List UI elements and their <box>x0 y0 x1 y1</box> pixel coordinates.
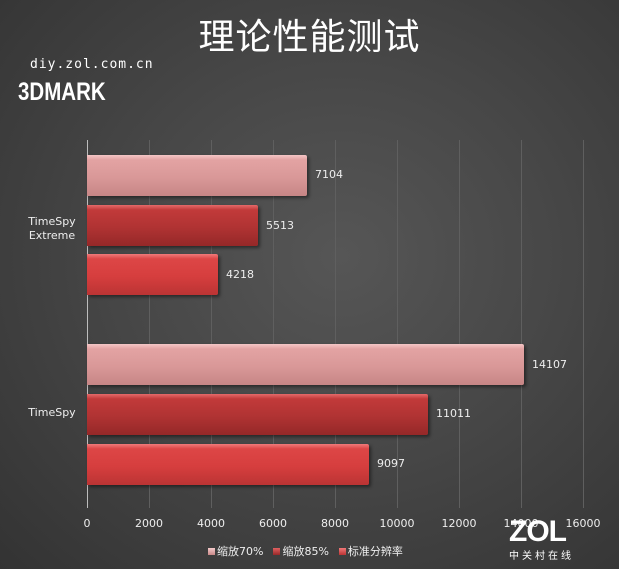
category-label-line: Extreme <box>28 229 76 242</box>
legend-label: 缩放85% <box>282 545 329 558</box>
x-tick: 4000 <box>197 517 225 530</box>
bar-timespy-std <box>87 444 369 485</box>
chart-title: 理论性能测试 <box>198 17 421 58</box>
gridline <box>335 140 336 508</box>
logo-text: ZOL <box>509 515 567 548</box>
x-tick: 0 <box>83 517 91 530</box>
bar-timespy-extreme-70 <box>87 155 307 196</box>
bar-timespy-70 <box>87 344 524 385</box>
legend-swatch-icon <box>338 547 346 555</box>
category-label-line: TimeSpy <box>28 406 76 419</box>
bar-timespy-extreme-std <box>87 254 218 295</box>
gridline <box>459 140 460 508</box>
legend-swatch-icon <box>208 547 215 555</box>
y-axis-line <box>87 140 88 508</box>
bar-timespy-85 <box>87 394 428 435</box>
data-label: 4218 <box>226 268 254 281</box>
gridline <box>397 140 398 508</box>
x-tick: 14000 <box>503 517 539 530</box>
bar-timespy-extreme-85 <box>87 205 258 246</box>
plot-area: 7104 5513 4218 14107 11011 9097 <box>87 140 587 508</box>
legend-item-70[interactable]: 缩放70% <box>208 543 263 559</box>
legend-item-85[interactable]: 缩放85% <box>273 543 329 559</box>
zol-logo: ZOL 中关村在线 <box>509 515 589 563</box>
site-watermark: diy.zol.com.cn <box>30 57 154 72</box>
x-tick: 12000 <box>441 517 477 530</box>
data-label: 5513 <box>266 219 294 232</box>
x-tick: 8000 <box>321 517 349 530</box>
data-label: 11011 <box>436 407 471 420</box>
category-label-line: TimeSpy <box>28 215 76 228</box>
legend-item-standard[interactable]: 标准分辨率 <box>338 543 403 559</box>
legend-swatch-icon <box>273 547 281 555</box>
x-tick: 6000 <box>259 517 287 530</box>
gridline <box>273 140 274 508</box>
gridline <box>211 140 212 508</box>
legend-label: 标准分辨率 <box>347 545 403 558</box>
x-tick: 16000 <box>565 517 601 530</box>
data-label: 14107 <box>532 358 567 371</box>
data-label: 7104 <box>315 168 343 181</box>
chart-subtitle: 3DMARK <box>18 78 106 106</box>
gridline <box>149 140 150 508</box>
legend: 缩放70% 缩放85% 标准分辨率 <box>208 543 403 559</box>
category-label-timespy-extreme: TimeSpy Extreme <box>24 215 80 243</box>
x-tick: 10000 <box>379 517 415 530</box>
x-tick: 2000 <box>135 517 163 530</box>
gridline <box>521 140 522 508</box>
category-label-timespy: TimeSpy <box>24 406 80 420</box>
legend-label: 缩放70% <box>217 545 264 558</box>
gridline <box>583 140 584 508</box>
logo-subtext: 中关村在线 <box>509 551 574 562</box>
data-label: 9097 <box>377 457 405 470</box>
